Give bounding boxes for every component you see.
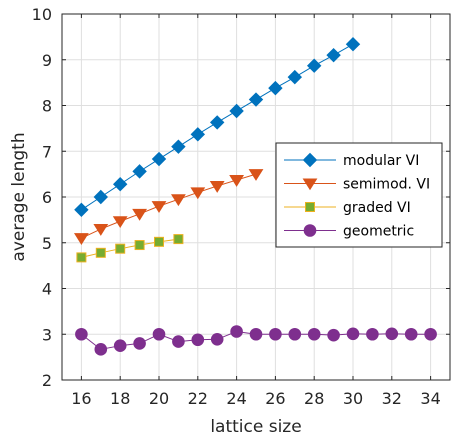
data-point <box>210 332 224 346</box>
y-tick-label: 4 <box>42 280 52 299</box>
data-point <box>346 327 360 341</box>
data-point <box>133 337 146 350</box>
data-point <box>268 80 283 96</box>
series-3 <box>75 325 437 356</box>
data-point <box>151 201 167 213</box>
legend-marker <box>302 152 318 168</box>
data-point <box>170 194 186 207</box>
legend-label: modular VI <box>343 153 419 169</box>
data-point <box>152 327 166 341</box>
data-point <box>93 223 109 236</box>
x-tick-label: 22 <box>188 389 208 408</box>
data-point <box>385 327 399 341</box>
data-point <box>327 328 340 342</box>
x-tick-label: 24 <box>226 389 246 408</box>
series-2 <box>76 234 184 263</box>
data-point <box>287 69 303 85</box>
x-tick-label: 18 <box>110 389 130 408</box>
data-point <box>93 189 109 205</box>
data-point <box>191 333 205 347</box>
series-layer <box>73 36 437 356</box>
y-tick-label: 10 <box>32 5 52 24</box>
x-tick-label: 16 <box>71 389 91 408</box>
x-tick-label: 26 <box>265 389 285 408</box>
legend: modular VI semimod. VI graded VI geometric <box>275 142 443 248</box>
data-point <box>115 243 126 254</box>
y-tick-label: 5 <box>42 234 52 253</box>
data-point <box>112 216 128 229</box>
data-point <box>74 202 89 218</box>
data-point <box>95 247 106 258</box>
data-point <box>154 236 164 247</box>
data-point <box>132 164 147 179</box>
legend-label: semimod. VI <box>343 177 430 193</box>
y-tick-label: 2 <box>42 371 52 390</box>
x-tick-label: 30 <box>343 389 363 408</box>
legend-label: geometric <box>343 224 414 240</box>
legend-label: graded VI <box>343 200 411 216</box>
x-tick-label: 20 <box>149 389 169 408</box>
data-point <box>134 240 145 251</box>
y-axis-label: average length <box>9 132 29 261</box>
data-point <box>94 343 108 356</box>
data-point <box>306 58 322 73</box>
data-point <box>112 176 128 192</box>
data-point <box>230 325 243 338</box>
data-point <box>248 92 264 107</box>
data-point <box>173 234 184 245</box>
data-point <box>190 127 206 142</box>
data-point <box>269 327 282 341</box>
data-point <box>229 103 244 119</box>
x-tick-label: 34 <box>420 389 440 408</box>
series-1 <box>73 169 264 245</box>
data-point <box>248 169 264 181</box>
data-point <box>307 327 321 341</box>
data-point <box>113 339 127 352</box>
data-point <box>75 327 88 341</box>
data-point <box>249 327 263 341</box>
data-point <box>151 151 167 167</box>
x-tick-label: 32 <box>382 389 402 408</box>
x-axis-label: lattice size <box>210 417 301 437</box>
y-tick-label: 6 <box>42 188 52 207</box>
data-point <box>76 252 87 263</box>
y-tick-label: 8 <box>42 97 52 116</box>
data-point <box>326 47 341 63</box>
legend-marker <box>302 178 318 191</box>
data-point <box>209 180 225 193</box>
data-point <box>366 327 379 341</box>
legend-marker <box>305 202 315 212</box>
data-point <box>288 327 302 341</box>
series-line <box>81 173 257 239</box>
data-point <box>190 187 206 200</box>
data-point <box>171 139 186 154</box>
y-tick-label: 3 <box>42 325 52 344</box>
x-tick-label: 28 <box>304 389 324 408</box>
data-point <box>209 115 225 130</box>
data-point <box>73 233 89 245</box>
ticks <box>62 13 450 381</box>
y-tick-label: 7 <box>42 142 52 161</box>
series-0 <box>74 36 361 218</box>
data-point <box>132 208 148 221</box>
data-point <box>345 36 361 52</box>
data-point <box>424 327 437 341</box>
legend-marker <box>303 224 317 237</box>
data-point <box>229 175 245 187</box>
data-point <box>404 327 418 341</box>
y-tick-label: 9 <box>42 51 52 70</box>
data-point <box>172 335 185 348</box>
